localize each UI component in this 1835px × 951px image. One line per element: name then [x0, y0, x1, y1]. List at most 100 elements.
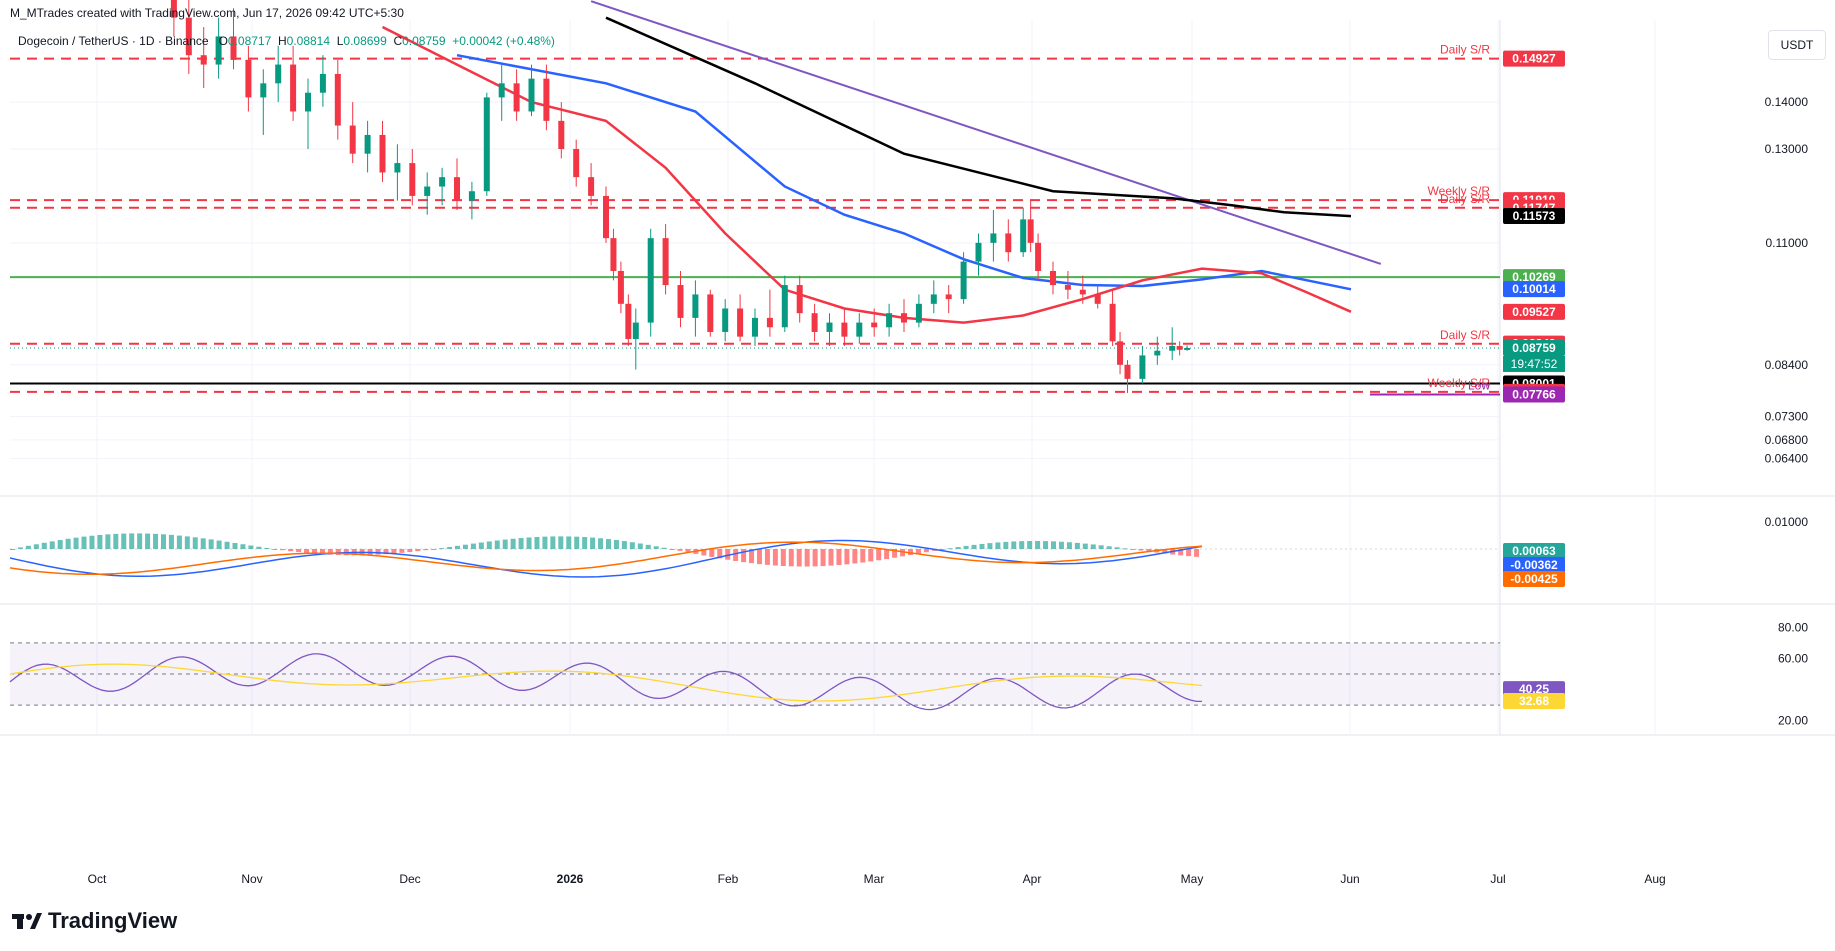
candle-body [260, 83, 267, 98]
macd-histogram-bar [415, 549, 421, 552]
macd-histogram-bar [129, 533, 135, 549]
macd-histogram-bar [89, 535, 95, 549]
macd-histogram-bar [995, 542, 1001, 549]
macd-histogram-bar [574, 536, 580, 549]
candle-body [617, 270, 624, 304]
high-label: H [277, 34, 287, 48]
candle-body [692, 294, 699, 318]
countdown-label: 19:47:52 [1511, 357, 1558, 371]
price-tag-bg [1503, 207, 1565, 224]
macd-histogram-bar [637, 543, 643, 549]
macd-histogram-bar [232, 543, 238, 549]
candle-body [841, 322, 848, 337]
macd-histogram-bar [510, 538, 516, 549]
axis-layer: Oct Nov Dec 2026 Feb Mar Apr May Jun Jul Aug 0.1400… [88, 95, 1809, 886]
moving-average-layer [381, 0, 1382, 324]
candle-body [737, 308, 744, 337]
macd-histogram-bar [494, 540, 500, 549]
x-tick-label: Oct [88, 872, 107, 886]
sr-level-label: Daily S/R [1440, 328, 1490, 342]
y-tick-label: 0.11000 [1766, 236, 1809, 250]
rsi-ma-line [9, 663, 1203, 702]
macd-histogram-bar [860, 549, 866, 563]
tradingview-logo[interactable]: TradingView [12, 908, 177, 934]
change-value: +0.00042 (+0.48%) [452, 34, 555, 48]
x-tick-label: 2026 [557, 872, 584, 886]
candle-body [230, 36, 237, 60]
price-tag-bg [1503, 339, 1565, 356]
macd-histogram-bar [502, 539, 508, 549]
macd-histogram-bar [216, 540, 222, 549]
candle-body [379, 134, 386, 173]
macd-histogram-bar [431, 549, 437, 550]
candle-body [528, 78, 535, 112]
macd-histogram-bar [200, 538, 206, 549]
candle-body [394, 163, 401, 173]
macd-histogram-bar [311, 549, 317, 554]
sr-level-label: Daily S/R [1440, 43, 1490, 57]
candle-body [334, 73, 341, 126]
macd-histogram-bar [478, 542, 484, 549]
open-label: O [218, 34, 228, 48]
price-tag-bg [1503, 303, 1565, 320]
candle-body [811, 313, 818, 332]
candle-body [610, 238, 617, 271]
macd-histogram-bar [1051, 541, 1057, 549]
macd-histogram-bar [208, 539, 214, 549]
macd-histogram-bar [534, 536, 540, 549]
macd-histogram-bar [1186, 549, 1192, 557]
macd-histogram-bar [717, 549, 723, 559]
brand-name: TradingView [48, 908, 178, 933]
macd-histogram-bar [550, 536, 556, 549]
candle-body [826, 322, 833, 332]
macd-histogram-bar [192, 537, 198, 549]
macd-histogram-bar [335, 549, 341, 555]
candle-body [573, 149, 580, 178]
macd-histogram-bar [1082, 543, 1088, 549]
macd-histogram-bar [669, 549, 675, 550]
low-value: 0.08699 [343, 34, 387, 48]
macd-histogram-bar [57, 540, 63, 549]
candle-body [454, 177, 460, 201]
macd-histogram-bar [296, 549, 302, 553]
macd-histogram-bar [65, 538, 71, 549]
macd-histogram-tag: 0.00063 [1512, 544, 1556, 558]
candle-body [1094, 294, 1101, 304]
price-tag-bg [1503, 281, 1565, 298]
macd-histogram-bar [566, 536, 572, 549]
sr-level-label: Low [1468, 379, 1490, 393]
candle-body [409, 163, 416, 196]
currency-button[interactable]: USDT [1768, 30, 1826, 60]
candle-body [1154, 350, 1161, 356]
candle-body [647, 238, 654, 323]
macd-histogram-bar [1138, 549, 1144, 551]
x-tick-label: Jul [1490, 872, 1505, 886]
candle-body [915, 303, 922, 323]
sr-level-label: Weekly S/R [1428, 184, 1491, 198]
macd-histogram-bar [1146, 549, 1152, 552]
macd-histogram-bar [653, 546, 659, 549]
macd-histogram-bar [836, 549, 842, 566]
macd-histogram-bar [383, 549, 389, 555]
y-tick-label: 0.06400 [1765, 452, 1809, 466]
macd-histogram-bar [49, 541, 55, 549]
macd-histogram-bar [1098, 545, 1104, 549]
candle-body [975, 242, 982, 262]
candle-body [349, 125, 356, 154]
macd-histogram-bar [1058, 541, 1064, 549]
macd-histogram-bar [1003, 541, 1009, 549]
macd-histogram-bar [1011, 541, 1017, 549]
candle-layer [170, 0, 1191, 393]
rsi-pane [9, 642, 1500, 711]
level-price-tag: 0.10269 [1512, 270, 1556, 284]
macd-histogram-bar [73, 537, 79, 549]
symbol-name[interactable]: Dogecoin / TetherUS · 1D · Binance [18, 34, 209, 48]
candle-body [424, 186, 431, 196]
x-tick-label: Mar [864, 872, 885, 886]
macd-histogram-bar [462, 544, 468, 549]
candle-body [170, 0, 177, 18]
candle-body [766, 317, 773, 328]
macd-histogram-bar [947, 548, 953, 550]
macd-histogram-bar [749, 549, 755, 564]
